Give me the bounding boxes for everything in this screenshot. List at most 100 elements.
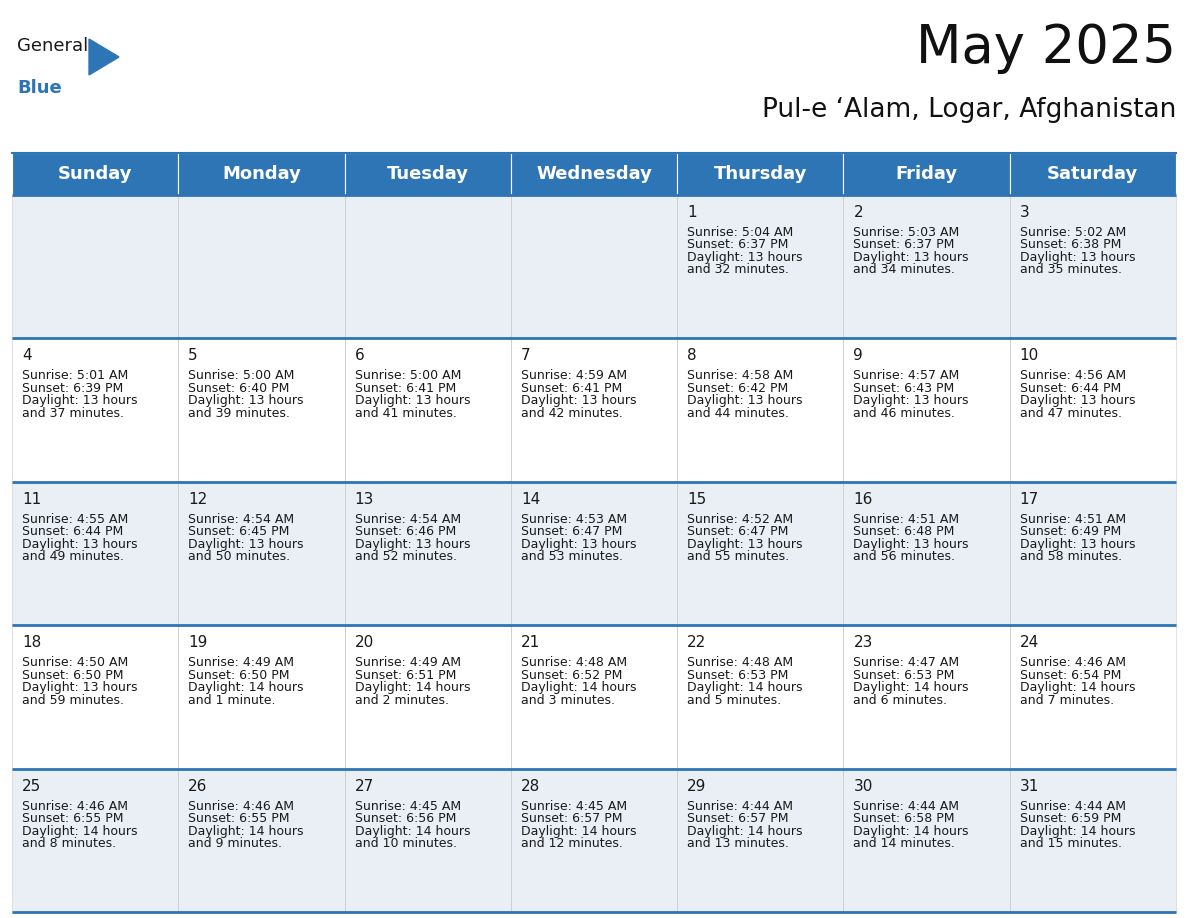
Text: Daylight: 14 hours: Daylight: 14 hours <box>1019 681 1136 694</box>
Text: 19: 19 <box>188 635 208 650</box>
Text: Sunset: 6:45 PM: Sunset: 6:45 PM <box>188 525 290 538</box>
Text: Sunset: 6:55 PM: Sunset: 6:55 PM <box>188 812 290 825</box>
Text: Daylight: 14 hours: Daylight: 14 hours <box>1019 824 1136 837</box>
Text: Friday: Friday <box>896 165 958 183</box>
Text: Sunset: 6:43 PM: Sunset: 6:43 PM <box>853 382 955 395</box>
Text: and 34 minutes.: and 34 minutes. <box>853 263 955 276</box>
Text: Sunset: 6:41 PM: Sunset: 6:41 PM <box>354 382 456 395</box>
Text: 15: 15 <box>687 492 707 507</box>
Text: and 14 minutes.: and 14 minutes. <box>853 837 955 850</box>
Bar <box>1010 339 1176 482</box>
Text: 2: 2 <box>853 205 862 220</box>
Text: Monday: Monday <box>222 165 301 183</box>
Text: Daylight: 14 hours: Daylight: 14 hours <box>354 824 470 837</box>
Bar <box>511 195 677 339</box>
Text: 29: 29 <box>687 778 707 793</box>
Text: Daylight: 13 hours: Daylight: 13 hours <box>687 538 803 551</box>
Bar <box>511 339 677 482</box>
Text: and 55 minutes.: and 55 minutes. <box>687 550 789 564</box>
Text: 1: 1 <box>687 205 697 220</box>
Text: Sunrise: 4:51 AM: Sunrise: 4:51 AM <box>853 513 960 526</box>
Text: Sunrise: 4:49 AM: Sunrise: 4:49 AM <box>188 656 295 669</box>
Text: Sunset: 6:49 PM: Sunset: 6:49 PM <box>1019 525 1121 538</box>
Bar <box>178 625 345 768</box>
Text: 3: 3 <box>1019 205 1030 220</box>
Bar <box>345 482 511 625</box>
Bar <box>12 768 178 912</box>
Text: Daylight: 14 hours: Daylight: 14 hours <box>354 681 470 694</box>
Text: Sunrise: 5:01 AM: Sunrise: 5:01 AM <box>23 369 128 383</box>
Text: 31: 31 <box>1019 778 1040 793</box>
Text: 22: 22 <box>687 635 707 650</box>
Text: 11: 11 <box>23 492 42 507</box>
Text: and 46 minutes.: and 46 minutes. <box>853 407 955 420</box>
Text: 9: 9 <box>853 349 864 364</box>
Text: and 49 minutes.: and 49 minutes. <box>23 550 124 564</box>
Text: and 3 minutes.: and 3 minutes. <box>520 694 615 707</box>
Text: Sunset: 6:37 PM: Sunset: 6:37 PM <box>853 239 955 252</box>
Text: Daylight: 13 hours: Daylight: 13 hours <box>1019 251 1136 264</box>
Text: 13: 13 <box>354 492 374 507</box>
Bar <box>511 768 677 912</box>
Text: 27: 27 <box>354 778 374 793</box>
Text: and 44 minutes.: and 44 minutes. <box>687 407 789 420</box>
Bar <box>345 625 511 768</box>
Text: and 13 minutes.: and 13 minutes. <box>687 837 789 850</box>
Text: 28: 28 <box>520 778 541 793</box>
Text: Daylight: 13 hours: Daylight: 13 hours <box>23 395 138 408</box>
Bar <box>12 625 178 768</box>
Text: Daylight: 13 hours: Daylight: 13 hours <box>853 395 969 408</box>
Text: and 37 minutes.: and 37 minutes. <box>23 407 124 420</box>
Text: Sunrise: 4:53 AM: Sunrise: 4:53 AM <box>520 513 627 526</box>
Bar <box>12 153 178 195</box>
Text: Sunrise: 4:47 AM: Sunrise: 4:47 AM <box>853 656 960 669</box>
Text: Sunset: 6:52 PM: Sunset: 6:52 PM <box>520 668 623 682</box>
Text: Sunrise: 4:48 AM: Sunrise: 4:48 AM <box>687 656 794 669</box>
Bar <box>677 339 843 482</box>
Text: Tuesday: Tuesday <box>387 165 469 183</box>
Text: Sunrise: 5:04 AM: Sunrise: 5:04 AM <box>687 226 794 239</box>
Text: Sunrise: 4:44 AM: Sunrise: 4:44 AM <box>1019 800 1126 812</box>
Text: Daylight: 13 hours: Daylight: 13 hours <box>853 251 969 264</box>
Text: Sunrise: 4:51 AM: Sunrise: 4:51 AM <box>1019 513 1126 526</box>
Text: Sunset: 6:37 PM: Sunset: 6:37 PM <box>687 239 789 252</box>
Bar <box>178 339 345 482</box>
Text: Daylight: 14 hours: Daylight: 14 hours <box>853 824 969 837</box>
Text: Sunset: 6:56 PM: Sunset: 6:56 PM <box>354 812 456 825</box>
Bar <box>511 625 677 768</box>
Bar <box>1010 482 1176 625</box>
Text: Sunset: 6:57 PM: Sunset: 6:57 PM <box>520 812 623 825</box>
Bar <box>178 482 345 625</box>
Text: Daylight: 13 hours: Daylight: 13 hours <box>188 538 304 551</box>
Text: Sunrise: 4:58 AM: Sunrise: 4:58 AM <box>687 369 794 383</box>
Text: Daylight: 13 hours: Daylight: 13 hours <box>1019 395 1136 408</box>
Text: Sunrise: 4:46 AM: Sunrise: 4:46 AM <box>23 800 128 812</box>
Bar <box>178 153 345 195</box>
Text: Sunset: 6:55 PM: Sunset: 6:55 PM <box>23 812 124 825</box>
Text: Daylight: 14 hours: Daylight: 14 hours <box>520 824 637 837</box>
Text: Daylight: 13 hours: Daylight: 13 hours <box>23 538 138 551</box>
Text: and 7 minutes.: and 7 minutes. <box>1019 694 1114 707</box>
Text: 23: 23 <box>853 635 873 650</box>
Text: and 53 minutes.: and 53 minutes. <box>520 550 623 564</box>
Text: Thursday: Thursday <box>714 165 807 183</box>
Bar <box>677 768 843 912</box>
Bar <box>843 195 1010 339</box>
Text: Sunrise: 4:54 AM: Sunrise: 4:54 AM <box>354 513 461 526</box>
Bar <box>12 482 178 625</box>
Text: Sunrise: 4:59 AM: Sunrise: 4:59 AM <box>520 369 627 383</box>
Text: Sunset: 6:38 PM: Sunset: 6:38 PM <box>1019 239 1121 252</box>
Text: and 10 minutes.: and 10 minutes. <box>354 837 456 850</box>
Text: Daylight: 13 hours: Daylight: 13 hours <box>687 251 803 264</box>
Text: and 15 minutes.: and 15 minutes. <box>1019 837 1121 850</box>
Text: 6: 6 <box>354 349 365 364</box>
Text: and 56 minutes.: and 56 minutes. <box>853 550 955 564</box>
Text: Daylight: 13 hours: Daylight: 13 hours <box>520 538 637 551</box>
Text: Sunrise: 4:44 AM: Sunrise: 4:44 AM <box>687 800 794 812</box>
Text: Sunset: 6:54 PM: Sunset: 6:54 PM <box>1019 668 1121 682</box>
Text: and 5 minutes.: and 5 minutes. <box>687 694 782 707</box>
Text: Daylight: 13 hours: Daylight: 13 hours <box>354 538 470 551</box>
Text: Sunrise: 4:45 AM: Sunrise: 4:45 AM <box>354 800 461 812</box>
Text: Wednesday: Wednesday <box>536 165 652 183</box>
Text: 12: 12 <box>188 492 208 507</box>
